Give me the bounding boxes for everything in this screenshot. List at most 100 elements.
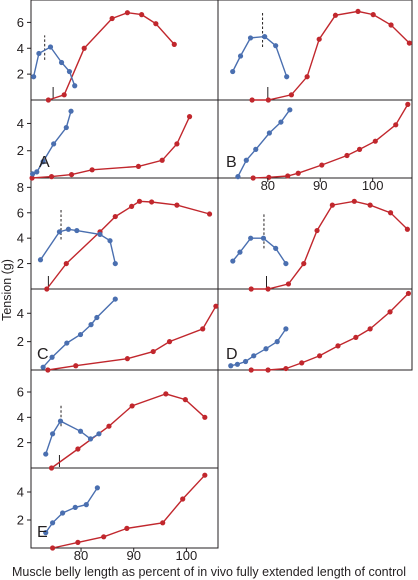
red-data-point <box>200 326 206 332</box>
red-data-point <box>285 173 291 179</box>
red-data-point <box>405 101 411 107</box>
red-data-point <box>150 348 156 355</box>
red-data-point <box>186 114 193 120</box>
blue-data-point <box>58 59 65 66</box>
red-data-point <box>171 41 177 47</box>
x-tick-label: 80 <box>74 548 88 563</box>
blue-data-point <box>247 35 254 41</box>
red-data-point <box>355 8 361 15</box>
panel-frame <box>30 0 413 371</box>
blue-data-point <box>77 428 84 434</box>
red-data-point <box>265 367 271 373</box>
red-data-point <box>329 202 335 208</box>
x-axis-title: Muscle belly length as percent of in viv… <box>12 565 406 579</box>
blue-data-point <box>49 354 55 360</box>
red-data-point <box>174 202 180 208</box>
blue-data-point <box>64 340 70 346</box>
red-data-point <box>288 92 295 98</box>
red-data-point <box>63 260 69 267</box>
y-tick-label: 2 <box>17 334 24 349</box>
y-tick-label: 2 <box>17 67 24 82</box>
red-data-point <box>124 525 130 532</box>
x-tick-label: 90 <box>313 178 327 193</box>
blue-data-point <box>57 418 64 424</box>
red-data-point <box>112 213 118 220</box>
red-data-point <box>314 227 320 234</box>
blue-data-point <box>251 353 257 359</box>
red-data-point <box>406 40 412 46</box>
red-series-line <box>251 292 409 371</box>
y-tick-label: 6 <box>17 385 24 400</box>
red-data-point <box>135 163 142 170</box>
blue-data-point <box>60 510 66 516</box>
red-data-point <box>351 198 357 204</box>
red-data-point <box>75 446 81 452</box>
blue-data-point <box>234 361 240 367</box>
red-data-point <box>136 198 143 204</box>
red-data-point <box>249 97 255 103</box>
blue-data-point <box>230 258 236 264</box>
panel-letter-e: E <box>37 524 48 541</box>
red-data-point <box>149 199 155 205</box>
panel-letter-a: A <box>39 154 50 171</box>
red-data-point <box>139 12 145 18</box>
panel-frame <box>30 369 219 549</box>
blue-data-point <box>68 108 74 114</box>
red-data-point <box>248 367 254 373</box>
red-series-line <box>251 200 408 290</box>
red-data-point <box>124 10 130 16</box>
red-data-point <box>124 356 130 362</box>
blue-data-point <box>56 229 63 235</box>
blue-data-point <box>228 363 234 369</box>
blue-data-point <box>235 174 241 180</box>
red-data-point <box>372 138 378 144</box>
red-data-point <box>202 414 208 420</box>
blue-data-point <box>96 431 102 437</box>
blue-data-point <box>242 358 249 365</box>
panel-frames <box>30 0 413 549</box>
red-data-point <box>129 203 135 210</box>
blue-data-point <box>278 119 284 125</box>
red-data-point <box>101 534 107 540</box>
blue-series-line <box>230 328 287 367</box>
red-data-point <box>73 363 79 369</box>
red-data-point <box>265 286 271 292</box>
blue-series-line <box>45 487 98 534</box>
blue-data-point <box>107 238 113 244</box>
red-data-point <box>353 334 359 340</box>
blue-data-point <box>29 171 36 177</box>
red-data-point <box>304 74 310 80</box>
x-tick-label: 90 <box>126 548 140 563</box>
red-data-point <box>159 157 165 163</box>
blue-data-point <box>273 43 279 49</box>
blue-data-point <box>66 68 73 75</box>
red-data-point <box>180 496 186 502</box>
y-tick-label: 2 <box>17 435 24 450</box>
y-tick-label: 6 <box>17 15 24 30</box>
red-data-point <box>153 21 159 27</box>
blue-data-point <box>230 68 236 75</box>
red-data-point <box>387 210 394 216</box>
blue-data-point <box>243 157 249 163</box>
red-data-point <box>248 286 254 292</box>
blue-data-point <box>43 451 49 457</box>
blue-data-point <box>51 141 57 147</box>
blue-data-point <box>287 107 293 113</box>
red-data-point <box>109 15 115 22</box>
red-data-point <box>213 303 219 309</box>
blue-data-point <box>77 331 84 338</box>
red-data-point <box>106 423 112 429</box>
y-tick-label: 4 <box>17 485 24 500</box>
red-data-point <box>367 202 373 208</box>
blue-data-point <box>49 431 56 437</box>
red-data-point <box>29 175 35 181</box>
y-tick-label: 2 <box>17 143 24 158</box>
red-data-point <box>48 174 55 180</box>
red-data-point <box>48 465 55 471</box>
y-axis-title: Tension (g) <box>0 259 14 321</box>
blue-data-point <box>43 530 49 536</box>
red-series-line <box>47 305 217 371</box>
blue-data-point <box>263 346 269 352</box>
blue-data-point <box>40 364 46 370</box>
